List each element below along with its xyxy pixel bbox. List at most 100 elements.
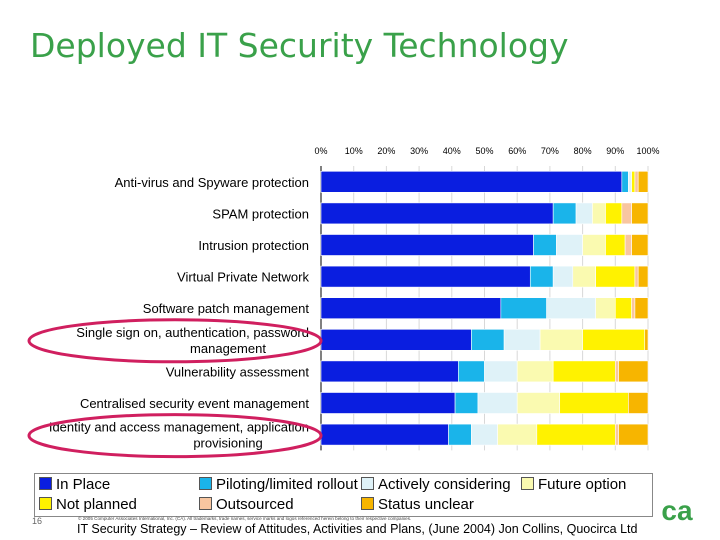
bar-segment xyxy=(605,202,623,225)
legend-label: Piloting/limited rollout xyxy=(216,476,358,493)
legend-item: Status unclear xyxy=(361,496,474,513)
bar-segment xyxy=(637,265,649,288)
bar-segment xyxy=(644,328,649,351)
legend-label: Outsourced xyxy=(216,496,294,513)
chart-legend: In Place Piloting/limited rollout Active… xyxy=(34,473,653,517)
bar-segment xyxy=(516,360,554,383)
bar-segment xyxy=(621,171,629,193)
bar-segment xyxy=(628,171,632,193)
bar-segment xyxy=(320,265,531,288)
bar-segment xyxy=(552,265,574,288)
tick-label: 90% xyxy=(606,146,624,156)
bar-segment xyxy=(500,297,547,320)
bar-segment xyxy=(536,423,616,446)
bar-segment xyxy=(628,392,649,414)
stacked-bar-chart: 0% 10% 20% 30% 40% 50% 60% 70% 80% 90% 100% Anti-v… xyxy=(27,146,660,459)
highlight-ellipse xyxy=(27,413,323,459)
bar-segment xyxy=(454,392,479,414)
tick-label: 30% xyxy=(410,146,428,156)
bar-segment xyxy=(614,297,632,320)
bar-segment xyxy=(546,297,596,320)
category-label: Identity and access management, applicat… xyxy=(49,420,309,435)
legend-label: Not planned xyxy=(56,496,137,513)
bar-segment xyxy=(575,202,593,225)
bar-segment xyxy=(595,297,616,320)
tick-label: 10% xyxy=(345,146,363,156)
category-label: Virtual Private Network xyxy=(177,270,309,285)
legend-item: Actively considering xyxy=(361,476,511,493)
tick-label: 70% xyxy=(541,146,559,156)
legend-item: Piloting/limited rollout xyxy=(199,476,358,493)
bar-segment xyxy=(614,423,619,446)
legend-item: In Place xyxy=(39,476,110,493)
bar-segment xyxy=(634,297,649,320)
legend-swatch xyxy=(521,477,534,490)
bar-segment xyxy=(559,392,629,414)
bar-segment xyxy=(320,328,472,351)
legend-item: Future option xyxy=(521,476,626,493)
bar-segment xyxy=(320,202,554,225)
category-label: Intrusion protection xyxy=(198,238,309,253)
legend-label: Future option xyxy=(538,476,627,493)
bar-segment xyxy=(516,392,561,414)
logo-text: ca xyxy=(661,498,693,524)
bar-segment xyxy=(471,328,505,351)
bar-segment xyxy=(631,171,636,193)
bar-segment xyxy=(637,171,649,193)
bar-segment xyxy=(458,360,485,383)
legend-item: Not planned xyxy=(39,496,137,513)
bar-segment xyxy=(497,423,538,446)
bar-segment xyxy=(634,265,639,288)
bar-segment xyxy=(621,202,632,225)
bar-segment xyxy=(552,360,616,383)
bar-segment xyxy=(631,297,636,320)
page-number: 16 xyxy=(32,516,43,526)
legend-swatch xyxy=(199,477,212,490)
tick-label: 60% xyxy=(508,146,526,156)
bar-segment xyxy=(320,171,623,193)
bar-segment xyxy=(320,360,459,383)
category-label: Single sign on, authentication, password xyxy=(76,325,309,340)
bar-segment xyxy=(471,423,498,446)
category-label: Anti-virus and Spyware protection xyxy=(115,175,309,190)
legend-label: In Place xyxy=(56,476,111,493)
category-label: SPAM protection xyxy=(212,206,309,221)
bar-segment xyxy=(320,392,456,414)
source-citation: IT Security Strategy – Review of Attitud… xyxy=(77,522,638,536)
legend-swatch xyxy=(39,477,52,490)
tick-label: 50% xyxy=(475,146,493,156)
bar-segment xyxy=(572,265,596,288)
tick-label: 80% xyxy=(574,146,592,156)
category-label: provisioning xyxy=(193,436,262,451)
tick-label: 20% xyxy=(377,146,395,156)
bar-segment xyxy=(320,423,449,446)
bar-segment xyxy=(477,392,518,414)
bars xyxy=(320,171,649,446)
legend-swatch xyxy=(39,497,52,510)
tick-label: 40% xyxy=(443,146,461,156)
tick-label: 100% xyxy=(636,146,659,156)
bar-segment xyxy=(552,202,577,225)
legend-swatch xyxy=(361,497,374,510)
bar-segment xyxy=(448,423,472,446)
legend-swatch xyxy=(361,477,374,490)
bar-segment xyxy=(631,234,649,256)
bar-segment xyxy=(618,360,649,383)
bar-segment xyxy=(618,423,649,446)
bar-segment xyxy=(631,202,649,225)
slide-title: Deployed IT Security Technology xyxy=(30,26,569,65)
category-labels: Anti-virus and Spyware protection SPAM pr… xyxy=(49,175,310,451)
bar-segment xyxy=(539,328,583,351)
bar-segment xyxy=(533,234,557,256)
bar-segment xyxy=(484,360,518,383)
bar-segment xyxy=(529,265,554,288)
bar-segment xyxy=(320,297,502,320)
category-label: Software patch management xyxy=(143,301,310,316)
bar-segment xyxy=(582,328,646,351)
bar-segment xyxy=(320,234,534,256)
legend-label: Actively considering xyxy=(378,476,511,493)
bar-segment xyxy=(592,202,606,225)
highlight-ellipses xyxy=(27,318,323,459)
category-label: management xyxy=(190,341,266,356)
bar-segment xyxy=(634,171,639,193)
